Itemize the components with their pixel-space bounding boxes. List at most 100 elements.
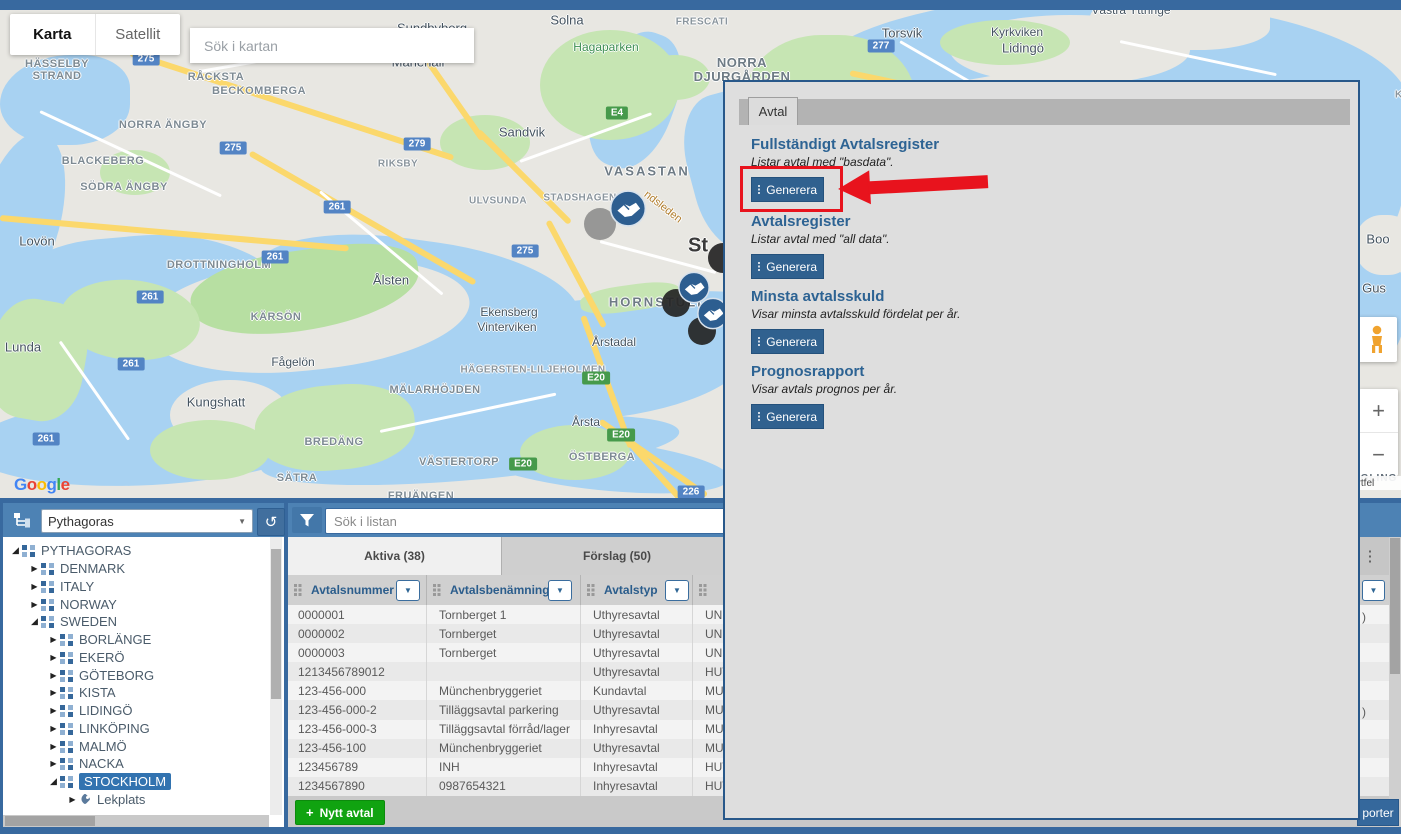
column-header-avtalsbenamning[interactable]: Avtalsbenämning ▼ [427, 575, 581, 605]
filter-button[interactable] [292, 507, 322, 533]
tree-item-borlange[interactable]: ▶ BORLÄNGE [3, 631, 284, 649]
list-search-input[interactable] [325, 508, 728, 534]
tree-item-nacka[interactable]: ▶ NACKA [3, 755, 284, 773]
map-tab-karta[interactable]: Karta [33, 26, 72, 43]
map-label-boo: Boo [1366, 231, 1390, 247]
generera-button-fullstandigt[interactable]: Generera [751, 177, 824, 202]
tree-collapsed-icon[interactable]: ▶ [50, 723, 57, 733]
tree-collapsed-icon[interactable]: ▶ [50, 670, 57, 680]
scrollbar-thumb[interactable] [271, 549, 281, 699]
zoom-out-button[interactable]: − [1372, 441, 1385, 467]
tree-expanded-icon[interactable]: ◢ [50, 776, 57, 787]
tree-item-pythagoras[interactable]: ◢ PYTHAGORAS [3, 542, 284, 560]
new-contract-button[interactable]: + Nytt avtal [295, 800, 385, 825]
map-label-stockholm-partial: St [688, 234, 708, 257]
top-bar [0, 0, 1401, 10]
tree-collapsed-icon[interactable]: ▶ [50, 759, 57, 769]
tree-item-sweden[interactable]: ◢ SWEDEN [3, 613, 284, 631]
tree-item-lekplats[interactable]: ▶ Lekplats [3, 791, 284, 809]
generera-button-prognosrapport[interactable]: Generera [751, 404, 824, 429]
column-header-avtalstyp[interactable]: Avtalstyp ▼ [581, 575, 693, 605]
scrollbar-thumb[interactable] [1390, 538, 1400, 674]
org-node-icon [60, 704, 74, 717]
tree-expanded-icon[interactable]: ◢ [12, 545, 19, 556]
tree-item-stockholm[interactable]: ◢ STOCKHOLM [3, 773, 284, 791]
tree-collapsed-icon[interactable]: ▶ [50, 706, 57, 716]
tree-item-malmo[interactable]: ▶ MALMÖ [3, 737, 284, 755]
column-header-partial[interactable] [693, 575, 1389, 605]
generera-button-avtalsregister[interactable]: Generera [751, 254, 824, 279]
org-node-icon [41, 562, 55, 575]
drag-grip-icon[interactable] [294, 584, 301, 596]
tree-collapsed-icon[interactable]: ▶ [69, 794, 76, 804]
map-label-satra: SÄTRA [276, 472, 318, 484]
tree-collapsed-icon[interactable]: ▶ [31, 564, 38, 574]
column-filter-button[interactable]: ▼ [1362, 580, 1385, 601]
road-shield-279: 279 [403, 137, 431, 151]
column-filter-button[interactable]: ▼ [548, 580, 572, 601]
tree-item-ekero[interactable]: ▶ EKERÖ [3, 649, 284, 667]
road-shield-e4: E4 [605, 106, 629, 120]
road-shield-e20: E20 [582, 371, 610, 385]
tree-item-norway[interactable]: ▶ NORWAY [3, 595, 284, 613]
scrollbar-thumb[interactable] [5, 816, 95, 826]
map-label-blackeberg: BLACKEBERG [61, 155, 145, 167]
map-label-arsta: Årsta [571, 415, 601, 429]
tab-forslag[interactable]: Förslag (50) [501, 537, 733, 575]
tree-collapsed-icon[interactable]: ▶ [31, 599, 38, 609]
tree-item-lidingo[interactable]: ▶ LIDINGÖ [3, 702, 284, 720]
map-label-beckomberga: BECKOMBERGA [211, 85, 307, 97]
highlight-box-annotation [740, 166, 843, 212]
section-subtitle: Listar avtal med "all data". [751, 232, 890, 246]
tree-collapsed-icon[interactable]: ▶ [50, 635, 57, 645]
map-label-norra-angby: NORRA ÄNGBY [118, 119, 208, 131]
tree-item-linkoping[interactable]: ▶ LINKÖPING [3, 720, 284, 738]
tree-item-goteborg[interactable]: ▶ GÖTEBORG [3, 666, 284, 684]
column-filter-button[interactable]: ▼ [396, 580, 420, 601]
section-subtitle: Visar minsta avtalsskuld fördelat per år… [751, 307, 961, 321]
tree-horizontal-scrollbar[interactable] [3, 815, 270, 827]
map-label-drottningholm: DROTTNINGHOLM [166, 259, 272, 271]
tab-avtal[interactable]: Avtal [748, 97, 798, 125]
tree-item-italy[interactable]: ▶ ITALY [3, 578, 284, 596]
tree-collapsed-icon[interactable]: ▶ [50, 652, 57, 662]
column-header-avtalsnummer[interactable]: Avtalsnummer ▼ [288, 575, 427, 605]
tree-collapsed-icon[interactable]: ▶ [31, 581, 38, 591]
handshake-marker[interactable] [678, 271, 711, 309]
handshake-marker[interactable] [609, 190, 647, 233]
map-label-bredang: BREDÄNG [304, 436, 364, 448]
map-search-input[interactable] [190, 28, 474, 63]
table-vertical-scrollbar[interactable] [1389, 537, 1401, 827]
tree-collapsed-icon[interactable]: ▶ [50, 688, 57, 698]
list-icon [758, 337, 761, 346]
funnel-icon [300, 513, 314, 526]
panel-tab-strip [739, 99, 1350, 125]
tree-item-denmark[interactable]: ▶ DENMARK [3, 560, 284, 578]
reports-button[interactable]: porter [1357, 799, 1399, 826]
section-avtalsregister: Avtalsregister Listar avtal med "all dat… [751, 213, 1331, 279]
column-filter-button[interactable]: ▼ [665, 580, 689, 601]
map-label-ndsleden: ndsleden [641, 188, 685, 226]
drag-grip-icon[interactable] [433, 584, 440, 596]
tree-item-kista[interactable]: ▶ KISTA [3, 684, 284, 702]
generera-button-minsta-avtalsskuld[interactable]: Generera [751, 329, 824, 354]
dropdown-arrow-icon: ▼ [673, 586, 681, 595]
tree-vertical-scrollbar[interactable] [270, 537, 282, 815]
zoom-in-button[interactable]: + [1359, 389, 1398, 433]
tree-root-select[interactable]: Pythagoras ▼ [41, 509, 253, 533]
map-label-ostberga: ÖSTBERGA [568, 451, 636, 463]
drag-grip-icon[interactable] [699, 584, 706, 596]
tree-collapsed-icon[interactable]: ▶ [50, 741, 57, 751]
drag-grip-icon[interactable] [587, 584, 594, 596]
map-tab-satellit[interactable]: Satellit [94, 14, 181, 55]
tab-aktiva[interactable]: Aktiva (38) [288, 537, 501, 575]
google-logo: Google [14, 475, 70, 494]
avtal-report-panel: Avtal Fullständigt Avtalsregister Listar… [723, 80, 1360, 820]
refresh-button[interactable]: ↺ [257, 508, 285, 536]
pegman-button[interactable] [1357, 317, 1397, 362]
org-node-icon [60, 633, 74, 646]
map-label-malarhojden: MÄLARHÖJDEN [389, 384, 481, 396]
tree-expanded-icon[interactable]: ◢ [31, 616, 38, 627]
kebab-menu-icon[interactable]: ⋮ [1362, 548, 1378, 565]
